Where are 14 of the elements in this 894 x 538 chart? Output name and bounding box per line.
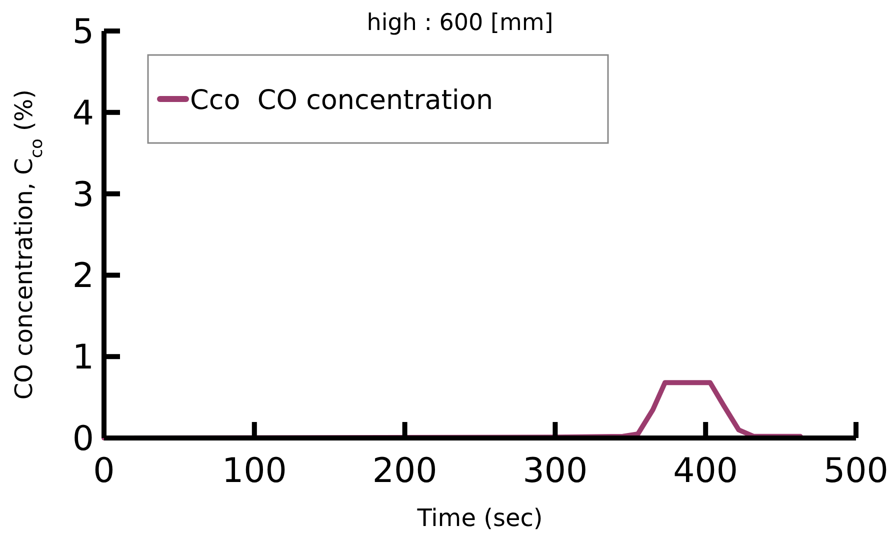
chart-title: high : 600 [mm] bbox=[366, 10, 554, 36]
x-axis-title: Time (sec) bbox=[416, 504, 543, 532]
x-tick-label: 200 bbox=[372, 451, 438, 491]
y-tick-label: 2 bbox=[72, 256, 94, 296]
x-tick-label: 300 bbox=[522, 451, 588, 491]
y-tick-label: 1 bbox=[72, 338, 94, 378]
y-tick-label: 4 bbox=[72, 93, 94, 134]
y-tick-label: 3 bbox=[72, 174, 94, 215]
y-tick-label: 0 bbox=[72, 419, 94, 459]
legend-label: Cco CO concentration bbox=[190, 85, 494, 116]
y-tick-label: 5 bbox=[72, 12, 94, 52]
x-tick-label: 500 bbox=[824, 451, 888, 491]
x-tick-label: 100 bbox=[222, 451, 287, 491]
x-tick-label: 400 bbox=[673, 451, 738, 491]
